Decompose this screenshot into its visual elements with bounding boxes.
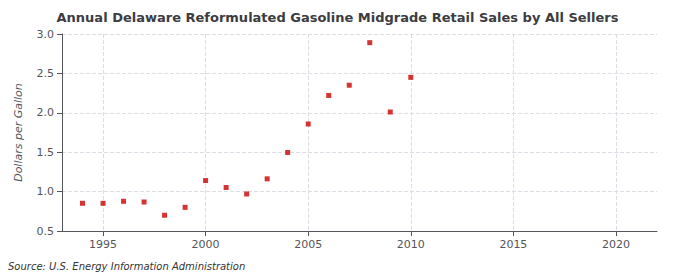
svg-text:2015: 2015	[499, 238, 527, 251]
svg-text:0.5: 0.5	[37, 225, 55, 238]
svg-text:Source: U.S. Energy Informatio: Source: U.S. Energy Information Administ…	[8, 261, 245, 272]
svg-text:1995: 1995	[89, 238, 117, 251]
svg-text:1.0: 1.0	[37, 185, 55, 198]
svg-text:2000: 2000	[192, 238, 220, 251]
svg-text:2020: 2020	[602, 238, 630, 251]
svg-text:Dollars per Gallon: Dollars per Gallon	[12, 83, 25, 182]
svg-text:1.5: 1.5	[37, 146, 55, 159]
svg-text:2.5: 2.5	[37, 67, 55, 80]
svg-text:2.0: 2.0	[37, 106, 55, 119]
svg-text:3.0: 3.0	[37, 28, 55, 41]
svg-text:2010: 2010	[397, 238, 425, 251]
svg-text:2005: 2005	[294, 238, 322, 251]
svg-text:Annual Delaware Reformulated G: Annual Delaware Reformulated Gasoline Mi…	[57, 10, 619, 25]
